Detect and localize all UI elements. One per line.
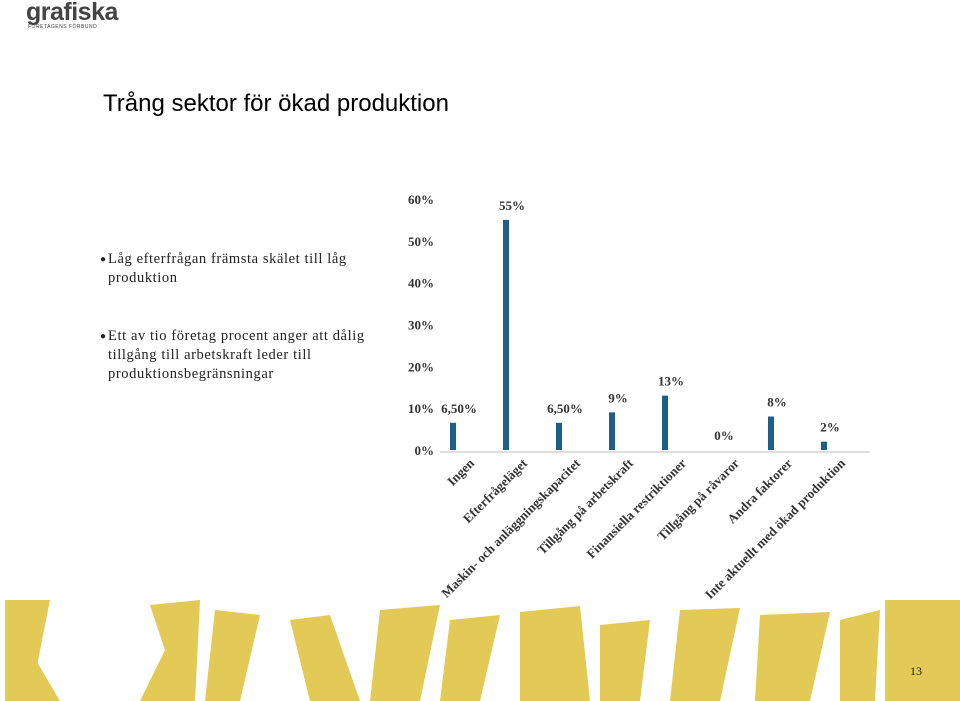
y-tick-label: 40%: [408, 276, 434, 291]
value-label: 55%: [499, 198, 525, 213]
x-tick-label: Finansiella restriktioner: [583, 455, 689, 561]
page-number: 13: [910, 664, 922, 678]
x-tick-label: Ingen: [444, 455, 478, 489]
value-label: 13%: [658, 374, 684, 389]
logo: grafiska: [26, 0, 118, 26]
value-label: 0%: [714, 428, 734, 443]
value-label: 2%: [820, 420, 840, 435]
value-label: 8%: [767, 395, 787, 410]
value-label: 6,50%: [547, 401, 583, 416]
x-tick-label: Tillgång på arbetskraft: [534, 455, 636, 557]
bullet-item: ● Ett av tio företag procent anger att då…: [100, 328, 365, 382]
bar: [556, 422, 562, 450]
bar: [450, 422, 456, 450]
bar: [768, 416, 774, 450]
logo-subtitle: FÖRETAGENS FÖRBUND: [28, 24, 98, 30]
bullet-text: Låg efterfrågan främsta skälet till låg …: [108, 251, 347, 286]
y-tick-label: 20%: [408, 359, 434, 374]
bar: [821, 441, 827, 450]
slide-title: Trång sektor för ökad produktion: [103, 90, 449, 117]
y-tick-label: 10%: [408, 401, 434, 416]
bullet-text: Ett av tio företag procent anger att dål…: [108, 328, 365, 382]
y-tick-label: 0%: [415, 443, 435, 458]
bar: [609, 412, 615, 450]
y-tick-label: 60%: [408, 192, 434, 207]
bar: [662, 395, 668, 450]
y-tick-label: 50%: [408, 234, 434, 249]
y-tick-label: 30%: [408, 318, 434, 333]
value-label: 9%: [608, 390, 628, 405]
decoration: [5, 600, 960, 701]
value-label: 6,50%: [441, 401, 477, 416]
bar: [503, 219, 509, 450]
bullet-item: ● Låg efterfrågan främsta skälet till låg…: [100, 251, 347, 286]
